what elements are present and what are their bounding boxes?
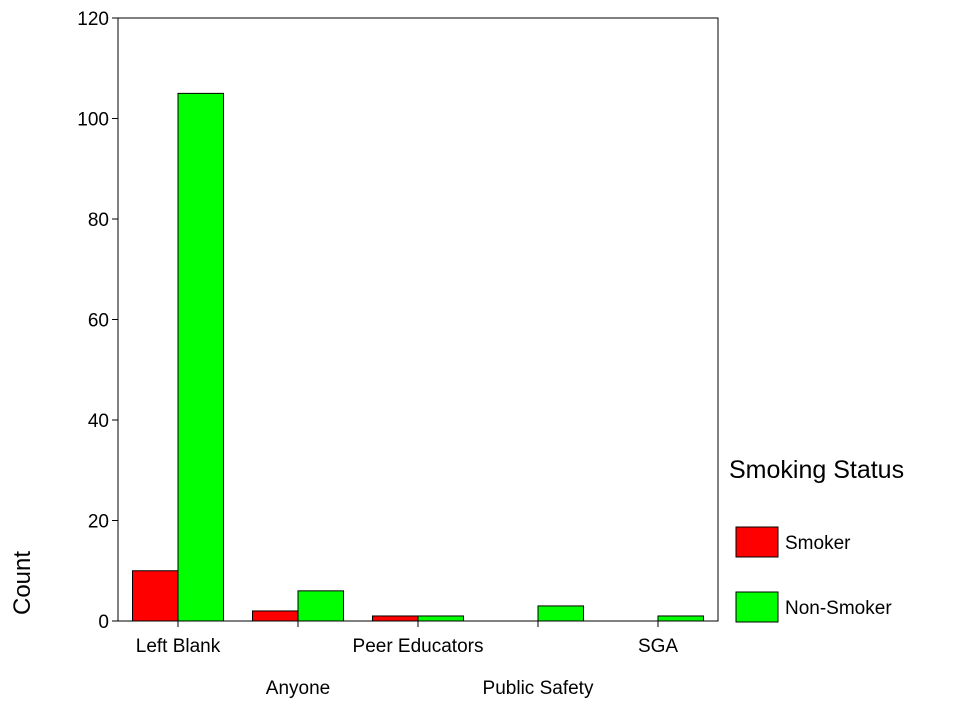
- y-tick-label: 80: [88, 210, 109, 231]
- y-tick-label: 0: [98, 612, 109, 633]
- y-axis: 0 20 40 60 80 100 120: [77, 9, 118, 633]
- y-tick-label: 40: [88, 411, 109, 432]
- legend-title: Smoking Status: [729, 456, 904, 484]
- bar-non-smoker: [537, 605, 584, 622]
- legend-swatch: [735, 591, 779, 623]
- bar-non-smoker: [657, 615, 704, 622]
- x-tick-label: Anyone: [266, 678, 330, 699]
- bar-non-smoker: [297, 590, 344, 622]
- x-tick-label: Peer Educators: [353, 636, 484, 657]
- y-axis-title: Count: [9, 551, 36, 615]
- bar-smoker: [132, 570, 179, 622]
- y-tick-label: 120: [77, 9, 109, 30]
- x-axis: Left Blank Anyone Peer Educators Public Saf…: [136, 621, 678, 699]
- bar-non-smoker: [177, 92, 224, 622]
- legend-swatch: [735, 526, 779, 558]
- plot-frame: [117, 17, 719, 622]
- x-tick-label: Public Safety: [483, 678, 594, 699]
- y-tick-label: 20: [88, 512, 109, 533]
- x-tick-label: Left Blank: [136, 636, 221, 657]
- bars: [132, 92, 704, 622]
- legend-item-label: Smoker: [785, 533, 851, 554]
- legend-item-label: Non-Smoker: [785, 598, 892, 619]
- bar-smoker: [252, 610, 299, 622]
- legend: Smoking Status Smoker Non-Smoker: [729, 456, 904, 623]
- bar-non-smoker: [417, 615, 464, 622]
- y-tick-label: 60: [88, 311, 109, 332]
- bar-smoker: [372, 615, 419, 622]
- x-tick-label: SGA: [638, 636, 678, 657]
- y-tick-label: 100: [77, 110, 109, 131]
